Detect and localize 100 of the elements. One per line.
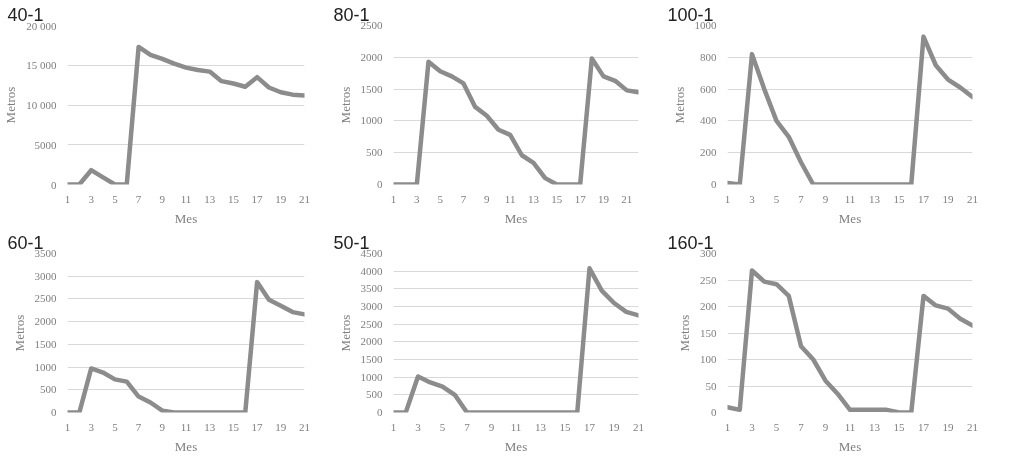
x-tick-label: 7 (135, 192, 142, 205)
x-tick-label: 15 (227, 192, 240, 205)
y-tick-label: 600 (700, 82, 717, 95)
x-axis-title: Mes (504, 438, 528, 454)
x-tick-label: 3 (415, 420, 422, 433)
x-tick-label: 21 (299, 420, 310, 433)
y-tick-label: 2500 (360, 19, 383, 31)
x-tick-label: 15 (893, 192, 905, 205)
x-tick-label: 13 (869, 420, 881, 433)
y-tick-label: 4000 (360, 264, 383, 277)
x-tick-label: 11 (504, 192, 516, 205)
x-tick-label: 21 (299, 192, 310, 205)
y-tick-label: 2500 (360, 317, 383, 330)
y-tick-label: 3500 (34, 247, 57, 259)
x-tick-label: 7 (464, 420, 471, 433)
y-tick-label: 10 000 (26, 99, 57, 111)
y-tick-label: 0 (711, 178, 717, 190)
x-tick-label: 7 (135, 420, 142, 433)
y-tick-label: 0 (51, 178, 57, 191)
x-tick-label: 1 (390, 192, 397, 205)
y-tick-label: 2000 (360, 335, 383, 348)
x-tick-label: 3 (749, 420, 756, 433)
y-tick-label: 5000 (34, 138, 57, 151)
x-tick-label: 11 (510, 420, 522, 433)
y-tick-label: 0 (377, 406, 383, 418)
x-tick-label: 13 (204, 420, 216, 433)
x-tick-label: 5 (112, 192, 119, 205)
y-tick-label: 1500 (360, 353, 383, 365)
y-axis-title: Metros (3, 86, 19, 124)
x-tick-label: 7 (798, 420, 805, 433)
x-tick-label: 17 (574, 192, 587, 205)
y-tick-label: 400 (700, 114, 717, 127)
y-tick-label: 1000 (360, 370, 383, 383)
x-axis-title: Mes (174, 210, 198, 226)
x-tick-label: 9 (484, 192, 491, 205)
x-tick-label: 15 (893, 420, 905, 433)
y-tick-label: 2500 (34, 292, 57, 305)
x-tick-label: 17 (918, 192, 930, 205)
y-axis-title: Metros (11, 314, 27, 352)
x-tick-label: 5 (773, 192, 780, 205)
y-tick-label: 1000 (694, 19, 717, 31)
y-tick-label: 50 (705, 379, 717, 392)
y-tick-label: 2000 (34, 315, 57, 328)
x-tick-label: 17 (918, 420, 930, 433)
x-tick-label: 1 (64, 192, 71, 205)
x-tick-label: 1 (724, 420, 731, 433)
y-tick-label: 100 (700, 353, 717, 365)
x-tick-label: 5 (112, 420, 119, 433)
x-tick-label: 21 (967, 192, 978, 205)
x-tick-label: 13 (869, 192, 881, 205)
x-tick-label: 1 (64, 420, 71, 433)
y-tick-label: 0 (711, 406, 717, 418)
y-tick-label: 500 (366, 146, 383, 159)
y-axis-title: Metros (337, 314, 353, 352)
x-axis-title: Mes (174, 438, 198, 454)
x-tick-label: 3 (749, 192, 756, 205)
x-tick-label: 13 (204, 192, 216, 205)
y-axis-title: Metros (337, 86, 353, 124)
x-tick-label: 9 (488, 420, 495, 433)
x-tick-label: 11 (844, 192, 856, 205)
x-tick-label: 19 (608, 420, 620, 433)
x-axis-title: Mes (838, 210, 862, 226)
x-tick-label: 21 (621, 192, 633, 205)
x-tick-label: 11 (844, 420, 856, 433)
x-axis-title: Mes (838, 438, 862, 454)
y-tick-label: 500 (40, 383, 57, 396)
x-tick-label: 5 (439, 420, 446, 433)
y-tick-label: 0 (51, 406, 57, 418)
x-tick-label: 3 (414, 192, 421, 205)
x-tick-label: 17 (584, 420, 596, 433)
x-tick-label: 9 (159, 192, 166, 205)
x-tick-label: 13 (528, 192, 540, 205)
x-tick-label: 11 (180, 192, 192, 205)
y-tick-label: 200 (700, 300, 717, 312)
y-tick-label: 800 (700, 50, 717, 63)
y-tick-label: 500 (366, 388, 383, 401)
x-tick-label: 19 (942, 420, 954, 433)
x-tick-label: 17 (251, 192, 264, 205)
x-tick-label: 13 (535, 420, 547, 433)
x-tick-label: 1 (724, 192, 731, 205)
y-tick-label: 300 (700, 247, 717, 259)
x-tick-label: 15 (551, 192, 563, 205)
y-axis-title: Metros (671, 86, 687, 124)
y-tick-label: 150 (700, 326, 717, 339)
y-tick-label: 1000 (360, 114, 383, 127)
x-tick-label: 9 (159, 420, 166, 433)
x-axis-title: Mes (504, 210, 528, 226)
y-tick-label: 200 (700, 146, 717, 159)
x-tick-label: 17 (251, 420, 264, 433)
x-tick-label: 5 (773, 420, 780, 433)
x-tick-label: 7 (460, 192, 467, 205)
x-tick-label: 3 (88, 420, 95, 433)
y-tick-label: 3000 (360, 300, 383, 312)
x-tick-label: 15 (227, 420, 240, 433)
x-tick-label: 9 (822, 420, 829, 433)
y-tick-label: 1500 (34, 337, 57, 350)
y-tick-label: 15 000 (26, 59, 57, 72)
x-tick-label: 19 (942, 192, 954, 205)
x-tick-label: 21 (967, 420, 978, 433)
x-tick-label: 21 (633, 420, 644, 433)
